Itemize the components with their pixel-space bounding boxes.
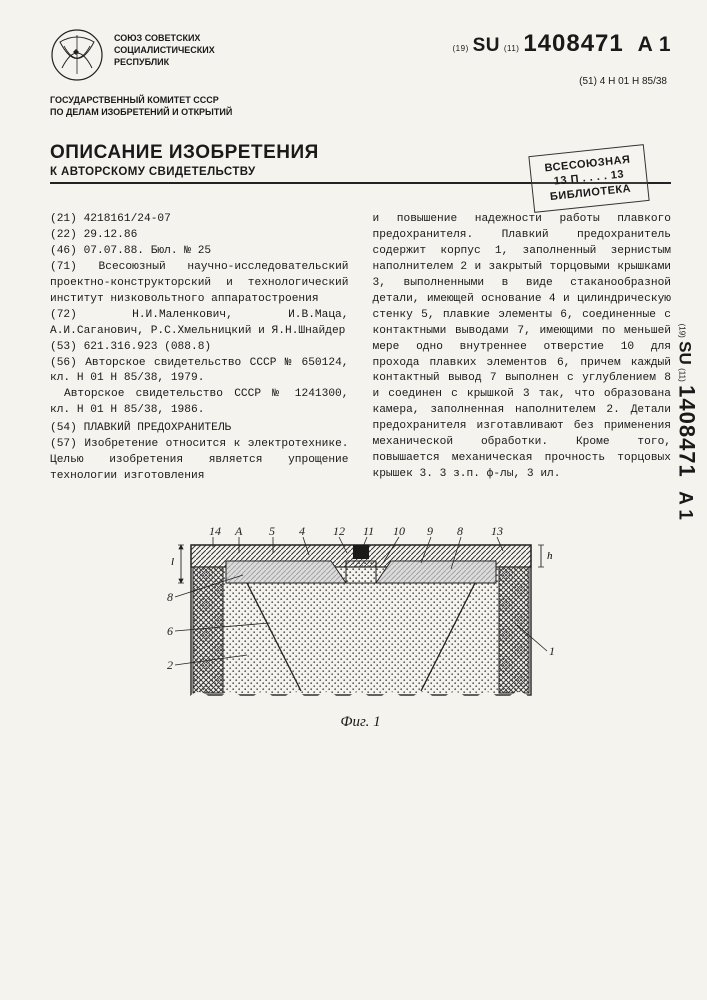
code-19: (19) bbox=[453, 44, 469, 53]
side-publication-id: (19) SU (11) 1408471 A 1 bbox=[673, 324, 699, 520]
country-code: SU bbox=[473, 35, 500, 56]
field-56b: Авторское свидетельство СССР № 1241300, … bbox=[50, 387, 349, 419]
right-column: и повышение надежности работы плавкого п… bbox=[373, 212, 672, 484]
union-line: РЕСПУБЛИК bbox=[114, 56, 443, 68]
field-72: (72) Н.И.Маленкович, И.В.Маца, А.И.Саган… bbox=[50, 308, 349, 340]
svg-text:l: l bbox=[171, 556, 174, 568]
library-stamp: ВСЕСОЮЗНАЯ 13 П . . . . 13 БИБЛИОТЕКА bbox=[528, 144, 649, 213]
abstract-continuation: и повышение надежности работы плавкого п… bbox=[373, 212, 672, 482]
label-8l: 8 bbox=[167, 590, 173, 604]
label-2: 2 bbox=[167, 658, 173, 672]
label-11: 11 bbox=[363, 524, 374, 538]
patent-number: 1408471 bbox=[523, 30, 623, 57]
field-21: (21) 4218161/24-07 bbox=[50, 212, 349, 228]
union-name: СОЮЗ СОВЕТСКИХ СОЦИАЛИСТИЧЕСКИХ РЕСПУБЛИ… bbox=[114, 28, 443, 68]
field-46: (46) 07.07.88. Бюл. № 25 bbox=[50, 244, 349, 260]
fuse-diagram: 14 A 5 4 12 11 10 9 8 13 bbox=[151, 505, 571, 705]
code-11: (11) bbox=[504, 44, 520, 53]
union-line: СОЦИАЛИСТИЧЕСКИХ bbox=[114, 44, 443, 56]
label-8: 8 bbox=[457, 524, 463, 538]
publication-id: (19) SU (11) 1408471 A 1 bbox=[453, 28, 672, 58]
label-1: 1 bbox=[549, 644, 555, 658]
field-71: (71) Всесоюзный научно-исследовательский… bbox=[50, 260, 349, 308]
committee: ГОСУДАРСТВЕННЫЙ КОМИТЕТ СССР ПО ДЕЛАМ ИЗ… bbox=[50, 95, 671, 118]
field-57: (57) Изобретение относится к электротехн… bbox=[50, 437, 349, 485]
label-5: 5 bbox=[269, 524, 275, 538]
label-9: 9 bbox=[427, 524, 433, 538]
figure-1: 14 A 5 4 12 11 10 9 8 13 bbox=[50, 505, 671, 731]
field-54: (54) ПЛАВКИЙ ПРЕДОХРАНИТЕЛЬ bbox=[50, 421, 349, 437]
label-4: 4 bbox=[299, 524, 305, 538]
label-A: A bbox=[234, 524, 243, 538]
label-12: 12 bbox=[333, 524, 345, 538]
label-13: 13 bbox=[491, 524, 503, 538]
field-53: (53) 621.316.923 (088.8) bbox=[50, 340, 349, 356]
field-56a: (56) Авторское свидетельство СССР № 6501… bbox=[50, 356, 349, 388]
label-14: 14 bbox=[209, 524, 221, 538]
label-6: 6 bbox=[167, 624, 173, 638]
label-10: 10 bbox=[393, 524, 405, 538]
union-line: СОЮЗ СОВЕТСКИХ bbox=[114, 32, 443, 44]
figure-caption: Фиг. 1 bbox=[50, 714, 671, 731]
left-column: (21) 4218161/24-07 (22) 29.12.86 (46) 07… bbox=[50, 212, 349, 484]
abstract-columns: (21) 4218161/24-07 (22) 29.12.86 (46) 07… bbox=[50, 212, 671, 484]
svg-text:h: h bbox=[547, 550, 553, 562]
state-emblem bbox=[50, 28, 104, 82]
field-22: (22) 29.12.86 bbox=[50, 228, 349, 244]
ipc-class: (51) 4 H 01 H 85/38 bbox=[453, 76, 668, 87]
kind-code: A 1 bbox=[638, 33, 671, 56]
